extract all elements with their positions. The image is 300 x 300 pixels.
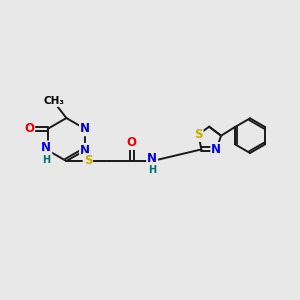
Text: N: N bbox=[211, 143, 221, 156]
Text: H: H bbox=[42, 155, 50, 165]
Text: N: N bbox=[80, 144, 90, 157]
Text: H: H bbox=[148, 165, 156, 175]
Text: CH₃: CH₃ bbox=[44, 96, 65, 106]
Text: O: O bbox=[24, 122, 34, 135]
Text: O: O bbox=[127, 136, 137, 149]
Text: S: S bbox=[84, 154, 92, 167]
Text: N: N bbox=[80, 122, 90, 135]
Text: N: N bbox=[41, 141, 51, 154]
Text: S: S bbox=[194, 128, 202, 141]
Text: N: N bbox=[147, 152, 157, 165]
